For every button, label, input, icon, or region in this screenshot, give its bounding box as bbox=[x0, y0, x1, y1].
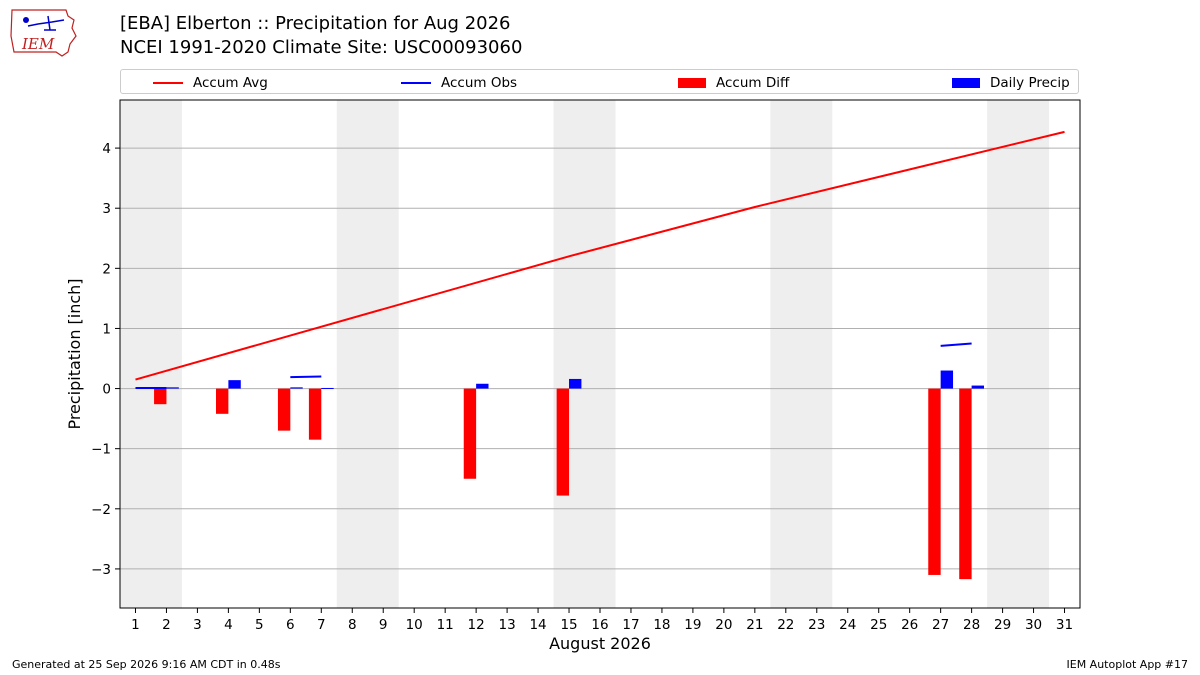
daily-precip-bar-2 bbox=[166, 387, 179, 389]
x-tick-label: 22 bbox=[777, 617, 794, 633]
daily-precip-bar-28 bbox=[971, 385, 984, 389]
legend-label-accum-avg: Accum Avg bbox=[193, 74, 268, 91]
x-tick-label: 11 bbox=[437, 617, 454, 633]
y-axis-ticks: −3 −2 −1 0 1 2 3 4 bbox=[91, 141, 120, 578]
accum-diff-bar-12 bbox=[463, 388, 477, 479]
x-tick-label: 13 bbox=[499, 617, 516, 633]
x-tick-label: 29 bbox=[994, 617, 1011, 633]
legend-swatch-accum-diff bbox=[678, 77, 706, 88]
y-tick-label: 2 bbox=[102, 261, 111, 277]
daily-precip-bar-12 bbox=[476, 383, 489, 389]
x-tick-label: 6 bbox=[286, 617, 295, 633]
x-tick-label: 3 bbox=[193, 617, 202, 633]
title-line-1: [EBA] Elberton :: Precipitation for Aug … bbox=[120, 13, 511, 34]
x-tick-label: 10 bbox=[406, 617, 423, 633]
accum-diff-bar-15 bbox=[556, 388, 570, 496]
weekend-band-4 bbox=[987, 100, 1050, 608]
y-tick-label: 1 bbox=[102, 321, 111, 337]
accum-diff-bar-2 bbox=[154, 388, 167, 405]
x-tick-label: 8 bbox=[348, 617, 357, 633]
legend-swatch-daily-precip bbox=[952, 77, 980, 88]
x-tick-label: 4 bbox=[224, 617, 233, 633]
iowa-map-icon: IEM bbox=[10, 9, 77, 57]
legend-item-daily-precip: Daily Precip bbox=[952, 70, 1070, 95]
y-tick-label: −2 bbox=[91, 502, 111, 518]
y-tick-label: 4 bbox=[102, 141, 111, 157]
y-axis-label: Precipitation [inch] bbox=[65, 278, 84, 429]
y-tick-label: −1 bbox=[91, 442, 111, 458]
x-tick-label: 21 bbox=[746, 617, 763, 633]
title-line-2: NCEI 1991-2020 Climate Site: USC00093060 bbox=[120, 37, 523, 58]
svg-text:IEM: IEM bbox=[21, 35, 55, 53]
legend-item-accum-diff: Accum Diff bbox=[678, 70, 789, 95]
x-tick-label: 2 bbox=[162, 617, 171, 633]
x-tick-label: 28 bbox=[963, 617, 980, 633]
legend-label-accum-obs: Accum Obs bbox=[441, 74, 518, 91]
legend: Accum Avg Accum Obs Accum Diff Daily Pre… bbox=[120, 69, 1079, 94]
legend-swatch-accum-avg bbox=[153, 81, 183, 84]
x-tick-label: 17 bbox=[622, 617, 639, 633]
x-tick-label: 26 bbox=[901, 617, 918, 633]
weekend-band-1 bbox=[336, 100, 399, 608]
accum-avg-line bbox=[135, 130, 1065, 381]
x-tick-label: 20 bbox=[715, 617, 732, 633]
x-tick-label: 14 bbox=[529, 617, 546, 633]
x-tick-label: 30 bbox=[1025, 617, 1042, 633]
legend-item-accum-obs: Accum Obs bbox=[401, 70, 517, 95]
lines bbox=[135, 130, 1065, 389]
x-tick-label: 31 bbox=[1056, 617, 1073, 633]
accum-obs-line-1 bbox=[290, 375, 322, 379]
footer-generated: Generated at 25 Sep 2026 9:16 AM CDT in … bbox=[12, 658, 281, 671]
accum-obs-line-2 bbox=[940, 342, 972, 347]
daily-precip-bar-7 bbox=[321, 387, 334, 389]
daily-precip-bar-6 bbox=[290, 387, 303, 389]
daily-precip-bar-27 bbox=[940, 370, 954, 389]
x-axis-label: August 2026 bbox=[549, 634, 651, 653]
x-tick-label: 24 bbox=[839, 617, 856, 633]
x-tick-label: 1 bbox=[131, 617, 140, 633]
weekend-band-2 bbox=[553, 100, 616, 608]
weekend-shading bbox=[120, 100, 1050, 608]
x-tick-label: 12 bbox=[468, 617, 485, 633]
footer-app: IEM Autoplot App #17 bbox=[1066, 658, 1189, 671]
chart-title: [EBA] Elberton :: Precipitation for Aug … bbox=[120, 12, 522, 60]
x-tick-label: 27 bbox=[932, 617, 949, 633]
legend-label-daily-precip: Daily Precip bbox=[990, 74, 1070, 91]
x-tick-label: 18 bbox=[653, 617, 670, 633]
accum-diff-bar-7 bbox=[308, 388, 322, 440]
y-tick-label: 3 bbox=[102, 201, 111, 217]
y-tick-label: 0 bbox=[102, 382, 111, 398]
accum-diff-bar-28 bbox=[959, 388, 972, 580]
legend-label-accum-diff: Accum Diff bbox=[716, 74, 790, 91]
accum-diff-bar-27 bbox=[928, 388, 941, 575]
x-tick-label: 19 bbox=[684, 617, 701, 633]
x-tick-label: 15 bbox=[560, 617, 577, 633]
x-tick-label: 23 bbox=[808, 617, 825, 633]
accum-diff-bar-4 bbox=[216, 388, 229, 414]
legend-item-accum-avg: Accum Avg bbox=[153, 70, 268, 95]
daily-precip-bar-4 bbox=[228, 380, 241, 389]
bars bbox=[154, 370, 984, 580]
x-tick-label: 5 bbox=[255, 617, 264, 633]
x-tick-label: 16 bbox=[591, 617, 608, 633]
x-tick-label: 9 bbox=[379, 617, 388, 633]
weekend-band-0 bbox=[120, 100, 182, 608]
x-tick-label: 7 bbox=[317, 617, 326, 633]
x-axis-ticks: 1 2 3 4 5 6 7 8 9 10 11 12 13 14 15 16 17 18 19 20 21 22 23 24 2… bbox=[131, 608, 1073, 633]
daily-precip-bar-15 bbox=[569, 378, 582, 389]
iem-logo: IEM bbox=[8, 6, 80, 60]
y-tick-label: −3 bbox=[91, 562, 111, 578]
accum-diff-bar-6 bbox=[277, 388, 291, 431]
legend-swatch-accum-obs bbox=[401, 81, 431, 84]
weekend-band-3 bbox=[770, 100, 833, 608]
x-tick-label: 25 bbox=[870, 617, 887, 633]
